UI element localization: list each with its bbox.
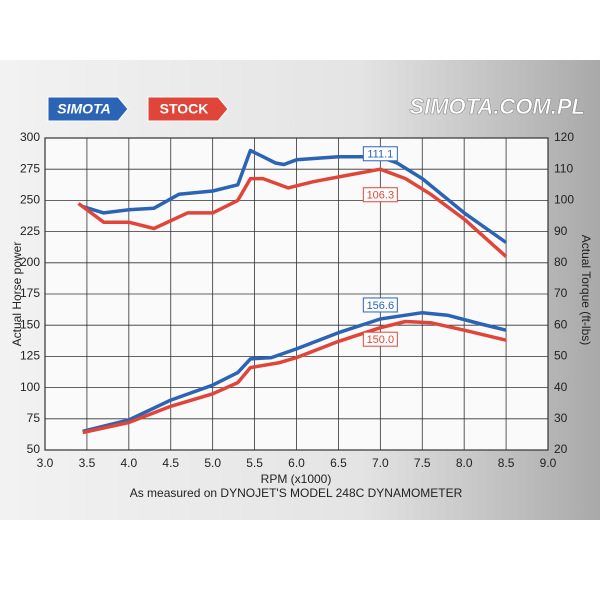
y2-tick-label: 100 (554, 193, 574, 207)
y2-tick-label: 40 (554, 380, 568, 394)
y-tick-label: 300 (20, 130, 40, 144)
x-tick-label: 4.0 (120, 456, 137, 470)
y2-tick-label: 110 (554, 161, 573, 175)
x-tick-label: 3.0 (37, 456, 54, 470)
y2-tick-label: 50 (554, 349, 568, 363)
x-tick-label: 7.0 (372, 456, 389, 470)
x-tick-label: 6.0 (288, 456, 305, 470)
y-tick-label: 200 (20, 255, 40, 269)
legend-marker (47, 96, 129, 122)
footnote: As measured on DYNOJET'S MODEL 248C DYNA… (130, 486, 463, 500)
y-tick-label: 150 (20, 317, 40, 331)
x-tick-label: 6.5 (330, 456, 347, 470)
y2-tick-label: 120 (554, 130, 574, 144)
y-tick-label: 50 (27, 442, 41, 456)
annotation-box (362, 146, 398, 162)
line-series (82, 310, 507, 433)
x-tick-label: 5.5 (246, 456, 263, 470)
line-series (82, 148, 508, 244)
y2-tick-label: 60 (554, 317, 568, 331)
x-tick-label: 7.5 (414, 456, 431, 470)
line-series (77, 167, 508, 258)
x-tick-label: 5.0 (204, 456, 221, 470)
x-tick-label: 8.0 (456, 456, 473, 470)
annotation-box (362, 187, 398, 203)
y-tick-label: 100 (20, 380, 40, 394)
x-tick-label: 9.0 (540, 456, 557, 470)
plot-border (44, 137, 549, 451)
y-tick-label: 225 (20, 224, 40, 238)
annotation: 111.1 (367, 149, 393, 161)
y2-tick-label: 80 (554, 255, 568, 269)
annotation-box (362, 331, 398, 347)
y2-axis-label: Actual Torque (ft-lbs) (579, 235, 593, 346)
y2-tick-label: 30 (554, 411, 568, 425)
y2-tick-label: 20 (554, 442, 568, 456)
legend-marker (147, 96, 229, 122)
annotation: 156.6 (367, 300, 395, 312)
legend-label: STOCK (160, 101, 209, 117)
y-tick-label: 75 (27, 411, 41, 425)
y2-tick-label: 90 (554, 224, 568, 238)
annotation-box (362, 297, 398, 313)
y-tick-label: 125 (20, 349, 40, 363)
legend-label: SIMOTA (57, 101, 110, 117)
x-tick-label: 8.5 (498, 456, 515, 470)
x-tick-label: 4.5 (162, 456, 179, 470)
annotation: 106.3 (367, 190, 395, 202)
y2-tick-label: 70 (554, 286, 568, 300)
y-tick-label: 275 (20, 161, 40, 175)
annotation: 150.0 (367, 334, 395, 346)
line-series (82, 319, 507, 435)
y-tick-label: 175 (20, 286, 40, 300)
legend: SIMOTA STOCK (47, 96, 229, 122)
x-tick-label: 3.5 (79, 456, 96, 470)
y-tick-label: 250 (20, 193, 40, 207)
y-axis-label: Actual Horse power (10, 242, 24, 347)
x-axis-label: RPM (x1000) (261, 472, 332, 486)
watermark: SIMOTA.COM.PL (409, 94, 585, 119)
